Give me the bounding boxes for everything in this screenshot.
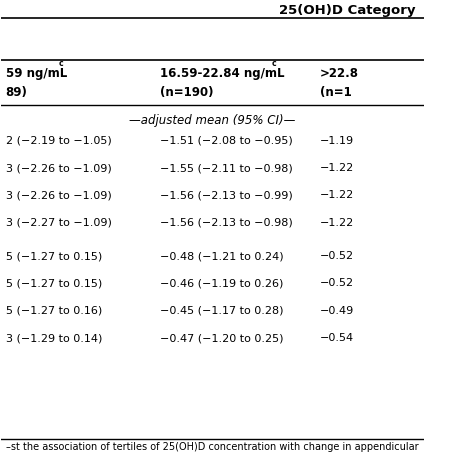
Text: 59 ng/mL: 59 ng/mL xyxy=(6,67,67,81)
Text: −0.54: −0.54 xyxy=(320,333,355,343)
Text: −0.52: −0.52 xyxy=(320,278,355,289)
Text: 16.59-22.84 ng/mL: 16.59-22.84 ng/mL xyxy=(160,67,284,81)
Text: −1.22: −1.22 xyxy=(320,218,355,228)
Text: 3 (−2.27 to −1.09): 3 (−2.27 to −1.09) xyxy=(6,218,111,228)
Text: —adjusted mean (95% CI)—: —adjusted mean (95% CI)— xyxy=(129,114,296,127)
Text: 25(OH)D Category: 25(OH)D Category xyxy=(279,4,416,17)
Text: −1.22: −1.22 xyxy=(320,163,355,173)
Text: −1.51 (−2.08 to −0.95): −1.51 (−2.08 to −0.95) xyxy=(160,136,292,146)
Text: (n=1: (n=1 xyxy=(320,86,352,99)
Text: 3 (−1.29 to 0.14): 3 (−1.29 to 0.14) xyxy=(6,333,102,343)
Text: −1.55 (−2.11 to −0.98): −1.55 (−2.11 to −0.98) xyxy=(160,163,292,173)
Text: −1.22: −1.22 xyxy=(320,191,355,201)
Text: 2 (−2.19 to −1.05): 2 (−2.19 to −1.05) xyxy=(6,136,111,146)
Text: 5 (−1.27 to 0.15): 5 (−1.27 to 0.15) xyxy=(6,278,102,289)
Text: −1.56 (−2.13 to −0.98): −1.56 (−2.13 to −0.98) xyxy=(160,218,292,228)
Text: −0.46 (−1.19 to 0.26): −0.46 (−1.19 to 0.26) xyxy=(160,278,283,289)
Text: 89): 89) xyxy=(6,86,27,99)
Text: (n=190): (n=190) xyxy=(160,86,213,99)
Text: >22.8: >22.8 xyxy=(320,67,359,81)
Text: −0.52: −0.52 xyxy=(320,251,355,261)
Text: 3 (−2.26 to −1.09): 3 (−2.26 to −1.09) xyxy=(6,163,111,173)
Text: 5 (−1.27 to 0.16): 5 (−1.27 to 0.16) xyxy=(6,306,102,316)
Text: −1.19: −1.19 xyxy=(320,136,355,146)
Text: −1.56 (−2.13 to −0.99): −1.56 (−2.13 to −0.99) xyxy=(160,191,292,201)
Text: 5 (−1.27 to 0.15): 5 (−1.27 to 0.15) xyxy=(6,251,102,261)
Text: –st the association of tertiles of 25(OH)D concentration with change in appendic: –st the association of tertiles of 25(OH… xyxy=(6,442,418,452)
Text: −0.45 (−1.17 to 0.28): −0.45 (−1.17 to 0.28) xyxy=(160,306,283,316)
Text: c: c xyxy=(58,59,63,68)
Text: −0.47 (−1.20 to 0.25): −0.47 (−1.20 to 0.25) xyxy=(160,333,283,343)
Text: c: c xyxy=(272,59,276,68)
Text: −0.48 (−1.21 to 0.24): −0.48 (−1.21 to 0.24) xyxy=(160,251,283,261)
Text: 3 (−2.26 to −1.09): 3 (−2.26 to −1.09) xyxy=(6,191,111,201)
Text: −0.49: −0.49 xyxy=(320,306,355,316)
